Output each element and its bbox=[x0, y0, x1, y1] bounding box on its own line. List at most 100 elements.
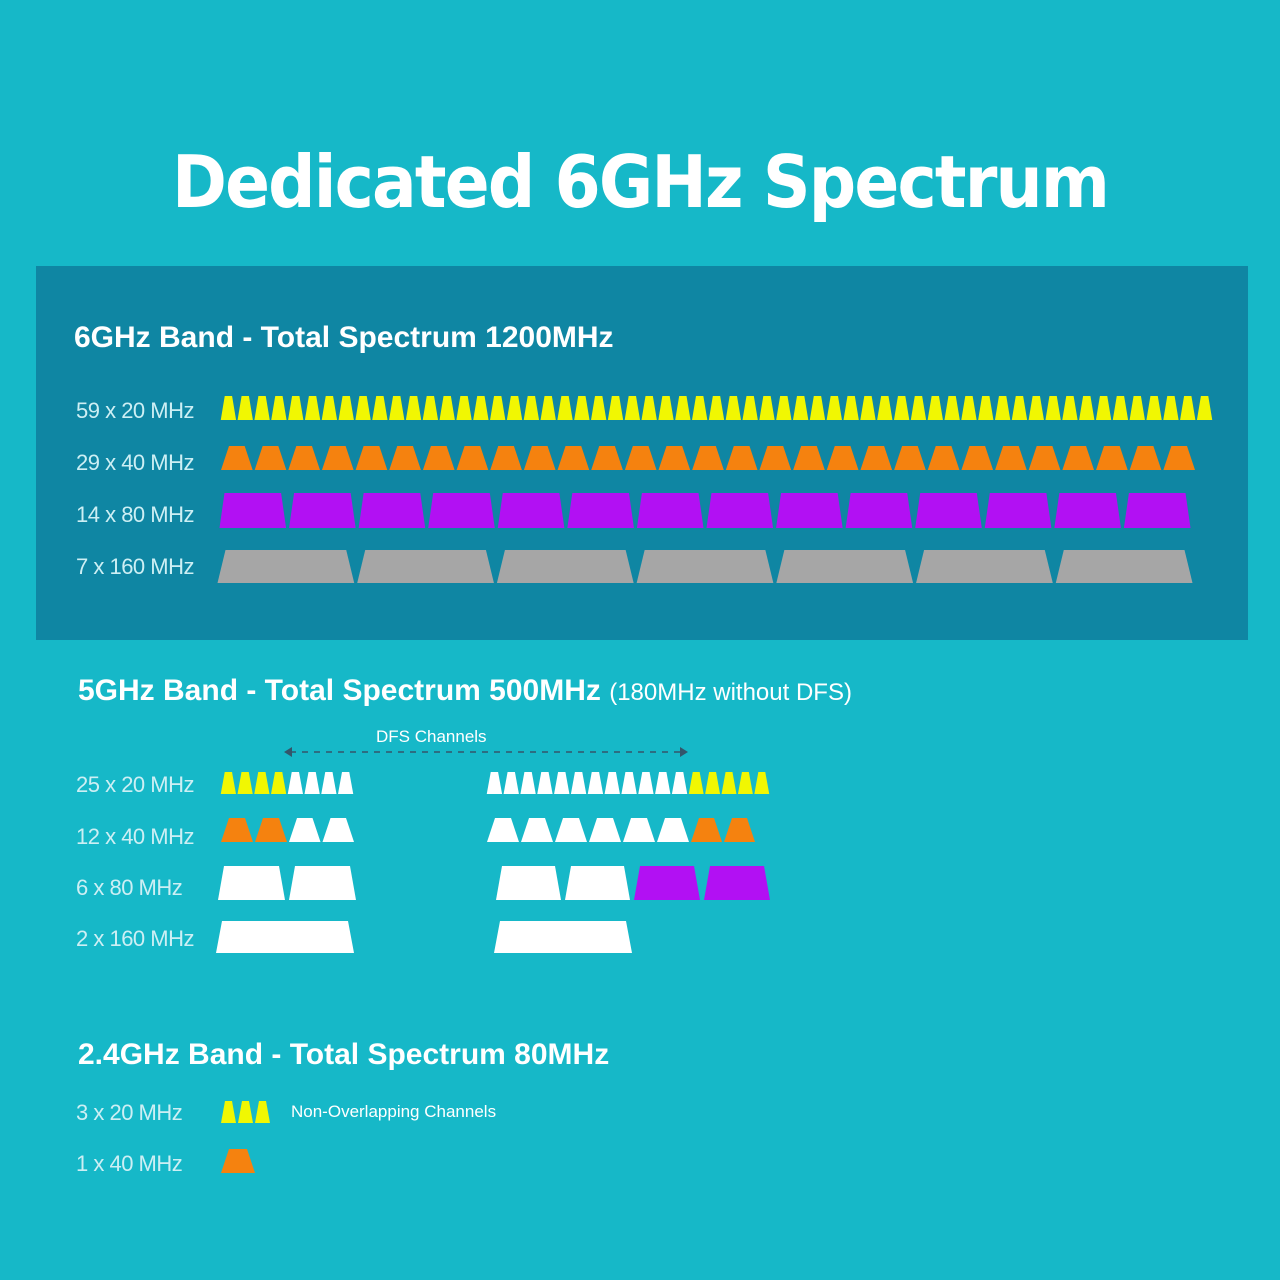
band-6ghz-row-160-label: 7 x 160 MHz bbox=[76, 554, 195, 579]
channel-6ghz-20mhz bbox=[321, 396, 338, 420]
channel-6ghz-160mhz bbox=[1055, 550, 1193, 583]
channel-6ghz-20mhz bbox=[1129, 396, 1145, 420]
channel-6ghz-20mhz bbox=[1163, 396, 1179, 420]
channel-5ghz-20mhz-dfs bbox=[520, 772, 536, 794]
channel-6ghz-40mhz bbox=[860, 446, 893, 470]
channel-5ghz-40mhz-dfs bbox=[623, 818, 655, 842]
channel-6ghz-20mhz bbox=[1095, 396, 1112, 420]
channel-6ghz-80mhz bbox=[776, 493, 843, 528]
channel-6ghz-40mhz bbox=[355, 446, 388, 470]
channel-6ghz-20mhz bbox=[523, 396, 540, 420]
channel-24ghz-20mhz bbox=[238, 1101, 253, 1123]
channel-6ghz-40mhz bbox=[826, 446, 859, 470]
page-title: Dedicated 6GHz Spectrum bbox=[171, 140, 1110, 224]
channel-6ghz-40mhz bbox=[288, 446, 320, 470]
channel-6ghz-20mhz bbox=[540, 396, 556, 420]
channel-6ghz-80mhz bbox=[984, 493, 1052, 528]
band-5ghz-row-20-label: 25 x 20 MHz bbox=[76, 772, 195, 797]
band-24ghz-row-40-label: 1 x 40 MHz bbox=[76, 1151, 183, 1176]
channel-6ghz-80mhz bbox=[289, 493, 356, 528]
channel-5ghz-40mhz-dfs bbox=[555, 818, 587, 842]
channel-5ghz-20mhz bbox=[705, 772, 721, 794]
channel-5ghz-20mhz-dfs bbox=[587, 772, 604, 794]
channel-6ghz-20mhz bbox=[557, 396, 573, 420]
channel-6ghz-80mhz bbox=[428, 493, 495, 528]
channel-5ghz-160mhz-dfs bbox=[494, 921, 632, 953]
channel-6ghz-20mhz bbox=[574, 396, 590, 420]
channel-6ghz-80mhz bbox=[497, 493, 565, 528]
channel-6ghz-40mhz bbox=[725, 446, 758, 470]
channel-6ghz-20mhz bbox=[422, 396, 439, 420]
channel-24ghz-40mhz bbox=[221, 1149, 255, 1173]
channel-5ghz-20mhz bbox=[237, 772, 253, 794]
channel-5ghz-20mhz bbox=[737, 772, 753, 794]
channel-6ghz-20mhz bbox=[994, 396, 1011, 420]
band-5ghz-title-main: 5GHz Band - Total Spectrum 500MHz bbox=[78, 674, 601, 707]
channel-5ghz-20mhz-dfs bbox=[338, 772, 354, 794]
channel-6ghz-40mhz bbox=[1129, 446, 1162, 470]
channel-6ghz-80mhz bbox=[706, 493, 774, 528]
channel-6ghz-80mhz bbox=[567, 493, 634, 528]
channel-5ghz-80mhz-dfs bbox=[289, 866, 356, 900]
band-5ghz-row-160-label: 2 x 160 MHz bbox=[76, 926, 195, 951]
channel-6ghz-20mhz bbox=[1112, 396, 1129, 420]
band-5ghz-title: 5GHz Band - Total Spectrum 500MHz (180MH… bbox=[78, 674, 852, 708]
channel-6ghz-20mhz bbox=[1196, 396, 1213, 420]
channel-5ghz-20mhz-dfs bbox=[554, 772, 570, 794]
channel-6ghz-20mhz bbox=[1011, 396, 1028, 420]
band-6ghz-row-20-label: 59 x 20 MHz bbox=[76, 398, 195, 423]
channel-6ghz-20mhz bbox=[893, 396, 910, 420]
channel-5ghz-20mhz-dfs bbox=[671, 772, 688, 794]
channel-6ghz-20mhz bbox=[591, 396, 607, 420]
channel-6ghz-40mhz bbox=[456, 446, 489, 470]
channel-5ghz-20mhz-dfs bbox=[604, 772, 620, 794]
channel-6ghz-40mhz bbox=[254, 446, 287, 470]
channel-5ghz-80mhz bbox=[634, 866, 700, 900]
band-5ghz-row-80-label: 6 x 80 MHz bbox=[76, 875, 183, 900]
channel-6ghz-40mhz bbox=[793, 446, 825, 470]
channel-5ghz-20mhz-dfs bbox=[621, 772, 637, 794]
channel-6ghz-40mhz bbox=[1028, 446, 1061, 470]
channel-5ghz-40mhz-dfs bbox=[289, 818, 321, 842]
channel-6ghz-40mhz bbox=[389, 446, 421, 470]
channel-6ghz-20mhz bbox=[355, 396, 371, 420]
channel-5ghz-20mhz-dfs bbox=[287, 772, 303, 794]
channel-24ghz-20mhz bbox=[255, 1101, 270, 1123]
channel-6ghz-40mhz bbox=[624, 446, 657, 470]
channel-5ghz-20mhz-dfs bbox=[503, 772, 519, 794]
channel-6ghz-40mhz bbox=[523, 446, 556, 470]
channel-6ghz-40mhz bbox=[490, 446, 522, 470]
channel-5ghz-80mhz-dfs bbox=[218, 866, 285, 900]
band-24ghz-title: 2.4GHz Band - Total Spectrum 80MHz bbox=[78, 1038, 610, 1071]
channel-6ghz-40mhz bbox=[1163, 446, 1195, 470]
channel-6ghz-40mhz bbox=[221, 446, 253, 470]
band-6ghz-row-80-label: 14 x 80 MHz bbox=[76, 502, 195, 527]
channel-6ghz-80mhz bbox=[219, 493, 287, 528]
channel-6ghz-20mhz bbox=[944, 396, 960, 420]
channel-6ghz-20mhz bbox=[389, 396, 405, 420]
channel-6ghz-20mhz bbox=[692, 396, 708, 420]
channel-6ghz-40mhz bbox=[321, 446, 354, 470]
channel-6ghz-20mhz bbox=[456, 396, 472, 420]
channel-6ghz-20mhz bbox=[338, 396, 354, 420]
channel-6ghz-20mhz bbox=[254, 396, 270, 420]
channel-6ghz-40mhz bbox=[557, 446, 590, 470]
channel-5ghz-40mhz-dfs bbox=[322, 818, 354, 842]
channel-5ghz-80mhz-dfs bbox=[565, 866, 630, 900]
channel-6ghz-20mhz bbox=[1045, 396, 1061, 420]
channel-6ghz-40mhz bbox=[759, 446, 792, 470]
channel-6ghz-20mhz bbox=[792, 396, 809, 420]
band-6ghz-row-40-label: 29 x 40 MHz bbox=[76, 450, 195, 475]
channel-6ghz-20mhz bbox=[826, 396, 842, 420]
channel-6ghz-20mhz bbox=[1079, 396, 1095, 420]
channel-6ghz-20mhz bbox=[708, 396, 725, 420]
channel-5ghz-160mhz-dfs bbox=[216, 921, 354, 953]
band-6ghz-title: 6GHz Band - Total Spectrum 1200MHz bbox=[74, 321, 614, 354]
channel-6ghz-20mhz bbox=[220, 396, 237, 420]
channel-5ghz-40mhz bbox=[255, 818, 287, 842]
channel-6ghz-160mhz bbox=[217, 550, 355, 583]
dfs-arrow-left-head bbox=[284, 747, 292, 757]
channel-5ghz-80mhz-dfs bbox=[496, 866, 561, 900]
channel-5ghz-80mhz bbox=[704, 866, 770, 900]
